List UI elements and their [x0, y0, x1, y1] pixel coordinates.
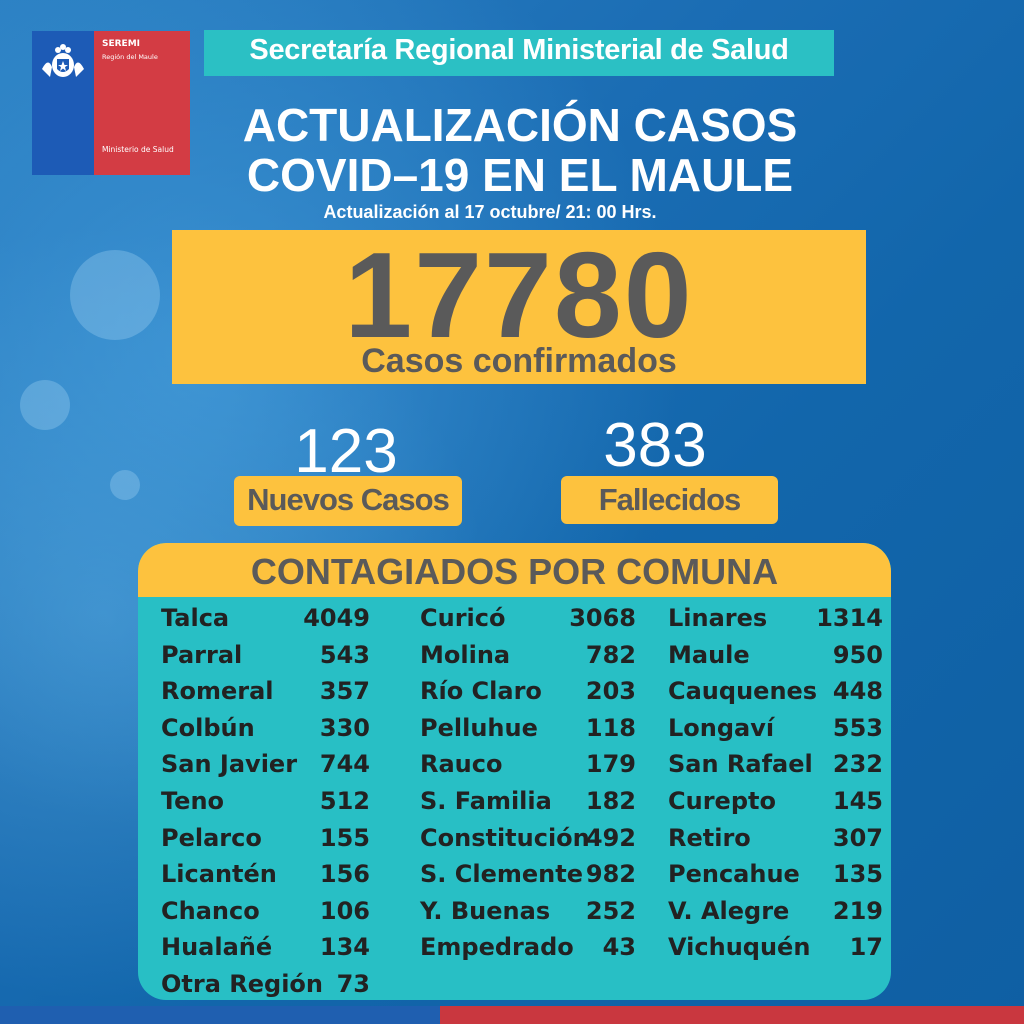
- seremi-logo: SEREMI Región del Maule Ministerio de Sa…: [32, 31, 190, 175]
- comuna-cases: 492: [585, 823, 636, 852]
- comuna-name: Vichuquén: [668, 933, 811, 962]
- comuna-name: Pencahue: [668, 860, 800, 889]
- comuna-cases: 357: [319, 677, 370, 706]
- comuna-cases: 232: [832, 750, 883, 779]
- comuna-cases: 17: [849, 933, 883, 962]
- logo-ministry: Ministerio de Salud: [102, 145, 174, 154]
- comuna-name: Pelarco: [161, 823, 262, 852]
- title-line-2: COVID–19 EN EL MAULE: [246, 149, 794, 201]
- comuna-cases: 106: [319, 896, 370, 925]
- bokeh-circle: [110, 470, 140, 500]
- confirmed-cases-value: 17780: [344, 227, 694, 363]
- comuna-name: Y. Buenas: [420, 896, 551, 925]
- bokeh-circle: [70, 250, 160, 340]
- deaths-label: Fallecidos: [561, 476, 778, 524]
- comuna-name: V. Alegre: [668, 896, 790, 925]
- bottom-stripe-red: [440, 1006, 1024, 1024]
- comuna-cases: 43: [602, 933, 636, 962]
- comuna-cases: 145: [832, 787, 883, 815]
- comuna-cases: 512: [319, 787, 370, 815]
- comuna-name: S. Familia: [420, 787, 552, 815]
- top-banner: Secretaría Regional Ministerial de Salud: [204, 30, 834, 76]
- chile-crest-icon: [42, 44, 84, 77]
- logo-title: SEREMI: [102, 39, 141, 49]
- page-title: ACTUALIZACIÓN CASOS COVID–19 EN EL MAULE: [180, 100, 860, 200]
- comuna-cases: 134: [319, 933, 370, 962]
- comuna-cases: 307: [832, 823, 883, 852]
- comuna-name: Pelluhue: [420, 713, 538, 742]
- comuna-name: Retiro: [668, 823, 751, 852]
- comuna-name: S. Clemente: [420, 860, 583, 889]
- comuna-name: Longaví: [668, 713, 775, 742]
- comuna-cases: 203: [585, 677, 636, 706]
- banner-text: Secretaría Regional Ministerial de Salud: [249, 34, 789, 66]
- comuna-cases: 3068: [569, 604, 636, 632]
- comuna-table: CONTAGIADOS POR COMUNA Talca 4049 Parral 54…: [138, 543, 891, 1000]
- logo-region: Región del Maule: [102, 53, 158, 61]
- comuna-cases: 744: [319, 750, 370, 779]
- comuna-cases: 543: [319, 640, 370, 669]
- comuna-name: Linares: [668, 604, 768, 632]
- comuna-cases: 156: [319, 860, 370, 889]
- comuna-cases: 4049: [303, 604, 370, 632]
- new-cases-label: Nuevos Casos: [234, 476, 462, 526]
- comuna-name: Otra Región: [161, 970, 323, 998]
- comuna-table-header: CONTAGIADOS POR COMUNA: [138, 543, 891, 597]
- new-cases-value: 123: [294, 417, 398, 486]
- comuna-cases: 155: [319, 823, 370, 852]
- comuna-table-heading: CONTAGIADOS POR COMUNA: [250, 551, 779, 592]
- comuna-name: Maule: [668, 640, 750, 669]
- confirmed-cases-box: 17780 Casos confirmados: [172, 230, 866, 384]
- title-line-1: ACTUALIZACIÓN CASOS: [242, 99, 798, 151]
- comuna-cases: 782: [585, 640, 636, 669]
- comuna-cases: 179: [585, 750, 636, 779]
- comuna-cases: 252: [585, 896, 636, 925]
- comuna-name: Parral: [161, 640, 243, 669]
- bokeh-circle: [20, 380, 70, 430]
- comuna-cases: 73: [336, 970, 370, 998]
- comuna-name: San Rafael: [668, 750, 813, 779]
- comuna-name: Hualañé: [161, 933, 273, 962]
- comuna-name: San Javier: [161, 750, 298, 779]
- comuna-name: Río Claro: [420, 677, 542, 706]
- comuna-name: Romeral: [161, 677, 274, 706]
- comuna-name: Licantén: [161, 860, 277, 889]
- logo-red-panel: SEREMI Región del Maule Ministerio de Sa…: [94, 31, 190, 175]
- comuna-name: Rauco: [420, 750, 503, 779]
- comuna-name: Constitución: [420, 823, 590, 852]
- comuna-cases: 182: [585, 787, 636, 815]
- comuna-name: Empedrado: [420, 933, 574, 962]
- comuna-name: Cauquenes: [668, 677, 818, 706]
- comuna-name: Talca: [161, 604, 230, 632]
- comuna-name: Teno: [161, 787, 225, 815]
- comuna-cases: 950: [832, 640, 883, 669]
- bottom-stripe-blue: [0, 1006, 440, 1024]
- comuna-cases: 1314: [816, 604, 883, 632]
- comuna-name: Colbún: [161, 713, 255, 742]
- deaths-value: 383: [603, 411, 707, 480]
- comuna-cases: 330: [319, 713, 370, 742]
- logo-blue-panel: [32, 31, 94, 175]
- comuna-cases: 118: [585, 713, 636, 742]
- comuna-name: Curepto: [668, 787, 776, 815]
- confirmed-cases-label: Casos confirmados: [361, 342, 677, 380]
- comuna-cases: 219: [832, 896, 883, 925]
- comuna-cases: 135: [832, 860, 883, 889]
- update-timestamp: Actualización al 17 octubre/ 21: 00 Hrs.: [323, 202, 657, 222]
- comuna-cases: 982: [585, 860, 636, 889]
- comuna-name: Chanco: [161, 896, 260, 925]
- comuna-name: Molina: [420, 640, 511, 669]
- comuna-cases: 448: [832, 677, 883, 706]
- comuna-name: Curicó: [420, 604, 506, 632]
- comuna-cases: 553: [832, 713, 883, 742]
